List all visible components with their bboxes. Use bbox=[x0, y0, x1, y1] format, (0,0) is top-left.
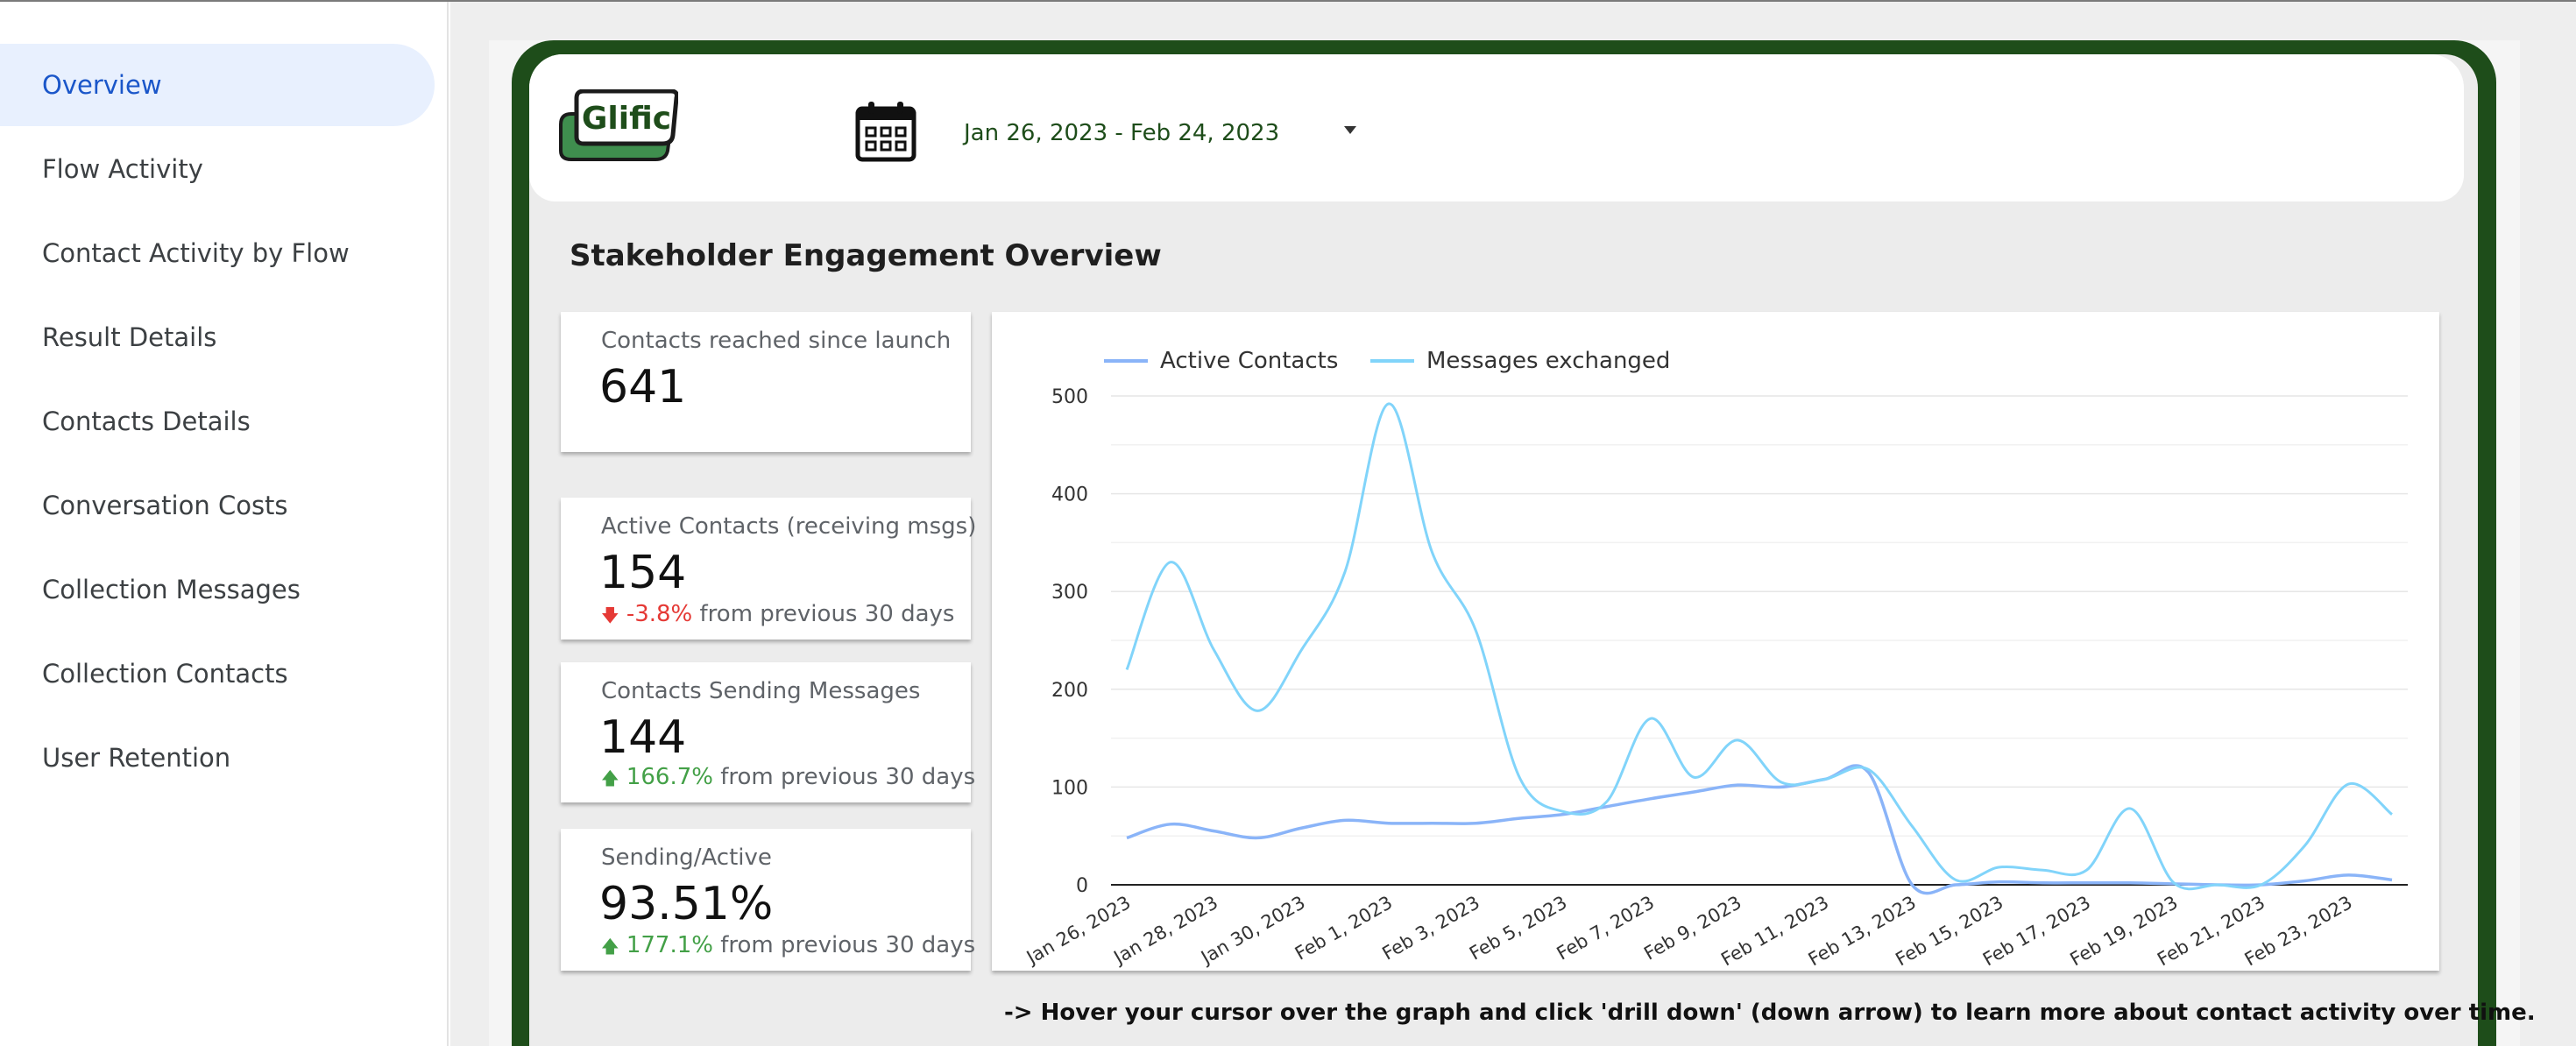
kpi-delta-value: 166.7% bbox=[626, 764, 713, 790]
window-top-border bbox=[0, 0, 2576, 2]
engagement-line-chart[interactable]: 0 100 200 300 400 500 Jan 26, 2023 Jan 28, 2023… bbox=[992, 312, 2439, 971]
y-tick-label: 0 bbox=[1076, 875, 1088, 897]
sidebar: Overview Flow Activity Contact Activity … bbox=[0, 2, 449, 1046]
x-tick-label: Feb 1, 2023 bbox=[1292, 892, 1396, 965]
kpi-value: 154 bbox=[599, 547, 687, 599]
x-tick-label: Feb 7, 2023 bbox=[1553, 892, 1658, 965]
series-line-messages-exchanged bbox=[1125, 402, 2393, 891]
kpi-card-sending-active: Sending/Active 93.51% 🡅 177.1% from prev… bbox=[561, 829, 975, 971]
kpi-delta: 🡅 166.7% from previous 30 days bbox=[601, 764, 975, 795]
kpi-delta-text: from previous 30 days bbox=[720, 932, 976, 958]
kpi-delta-text: from previous 30 days bbox=[699, 601, 955, 627]
legend-label: Messages exchanged bbox=[1426, 348, 1670, 374]
kpi-label: Contacts Sending Messages bbox=[601, 678, 921, 704]
sidebar-item-collection-contacts[interactable]: Collection Contacts bbox=[42, 659, 288, 689]
kpi-label: Sending/Active bbox=[601, 845, 772, 871]
date-range-selector[interactable]: Jan 26, 2023 - Feb 24, 2023 bbox=[964, 120, 1280, 146]
y-tick-label: 200 bbox=[1051, 680, 1088, 702]
sidebar-item-result-details[interactable]: Result Details bbox=[42, 322, 217, 352]
sidebar-item-overview[interactable]: Overview bbox=[0, 44, 435, 126]
arrow-up-icon: 🡅 bbox=[601, 936, 619, 957]
kpi-delta-text: from previous 30 days bbox=[720, 764, 976, 790]
kpi-delta: 🡇 -3.8% from previous 30 days bbox=[601, 601, 954, 633]
sidebar-item-conversation-costs[interactable]: Conversation Costs bbox=[42, 491, 288, 520]
caret-down-icon[interactable] bbox=[1344, 126, 1356, 134]
series-line-active-contacts bbox=[1126, 764, 2393, 895]
sidebar-item-contacts-details[interactable]: Contacts Details bbox=[42, 406, 251, 436]
footnote: -> Hover your cursor over the graph and … bbox=[1004, 1000, 2536, 1026]
calendar-icon[interactable] bbox=[855, 100, 916, 163]
y-tick-label: 400 bbox=[1051, 484, 1088, 506]
arrow-up-icon: 🡅 bbox=[601, 767, 619, 788]
logo-text: Glific bbox=[582, 101, 671, 137]
legend-label: Active Contacts bbox=[1160, 348, 1338, 374]
arrow-down-icon: 🡇 bbox=[601, 604, 619, 625]
x-tick-label: Feb 3, 2023 bbox=[1378, 892, 1483, 965]
kpi-label: Contacts reached since launch bbox=[601, 328, 952, 354]
y-tick-label: 300 bbox=[1051, 582, 1088, 604]
glific-logo: Glific bbox=[559, 89, 678, 161]
kpi-card-contacts-sending: Contacts Sending Messages 144 🡅 166.7% f… bbox=[561, 662, 975, 802]
kpi-card-contacts-reached: Contacts reached since launch 641 bbox=[561, 312, 971, 452]
sidebar-item-contact-activity-by-flow[interactable]: Contact Activity by Flow bbox=[42, 238, 350, 268]
kpi-delta: 🡅 177.1% from previous 30 days bbox=[601, 932, 975, 964]
y-tick-label: 100 bbox=[1051, 777, 1088, 799]
sidebar-item-collection-messages[interactable]: Collection Messages bbox=[42, 575, 301, 604]
sidebar-item-flow-activity[interactable]: Flow Activity bbox=[42, 154, 203, 184]
x-tick-label: Feb 5, 2023 bbox=[1466, 892, 1570, 965]
kpi-value: 93.51% bbox=[599, 878, 774, 930]
kpi-label: Active Contacts (receiving msgs) bbox=[601, 513, 977, 540]
kpi-value: 144 bbox=[599, 711, 687, 764]
kpi-delta-value: -3.8% bbox=[626, 601, 693, 627]
sidebar-item-user-retention[interactable]: User Retention bbox=[42, 743, 231, 773]
kpi-value: 641 bbox=[599, 361, 687, 413]
y-tick-label: 500 bbox=[1051, 386, 1088, 408]
kpi-delta-value: 177.1% bbox=[626, 932, 713, 958]
section-title: Stakeholder Engagement Overview bbox=[570, 238, 1162, 273]
report-header bbox=[529, 54, 2464, 201]
kpi-card-active-contacts: Active Contacts (receiving msgs) 154 🡇 -… bbox=[561, 498, 976, 640]
